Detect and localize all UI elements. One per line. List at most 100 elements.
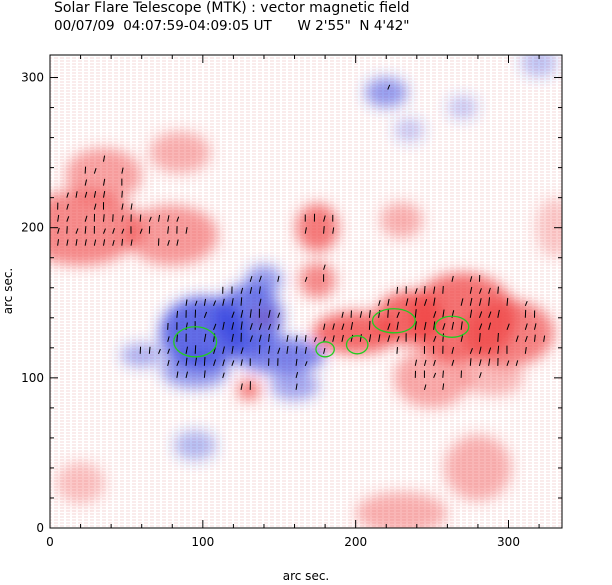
field-vector — [249, 309, 252, 318]
field-vector — [103, 228, 106, 234]
field-vector — [295, 358, 298, 366]
x-tick-label: 100 — [191, 535, 214, 549]
positive-field-region — [56, 461, 106, 504]
field-vector — [103, 190, 106, 198]
y-axis-label: arc sec. — [1, 268, 15, 314]
field-vector — [396, 347, 398, 354]
field-vector — [148, 216, 152, 222]
field-vector — [240, 359, 243, 366]
field-vector — [442, 370, 444, 378]
field-vector — [240, 383, 243, 390]
field-vector — [488, 297, 491, 306]
field-vector — [130, 239, 133, 246]
field-vector — [488, 311, 492, 318]
field-vector — [258, 334, 262, 342]
field-vector — [258, 323, 262, 330]
field-vector — [460, 321, 463, 330]
field-vector — [286, 346, 289, 354]
field-vector — [167, 359, 170, 366]
field-contour — [371, 308, 416, 334]
field-vector — [277, 312, 281, 318]
field-vector — [359, 334, 362, 342]
positive-field-region — [126, 205, 219, 266]
field-vector — [368, 334, 372, 342]
field-vector — [341, 311, 344, 318]
field-vector — [350, 322, 354, 330]
field-vector — [66, 203, 69, 210]
field-vector — [414, 309, 417, 318]
field-vector — [130, 203, 133, 210]
field-vector — [396, 321, 399, 330]
field-vector — [323, 226, 325, 234]
field-vector — [139, 228, 143, 234]
positive-field-region — [380, 202, 423, 239]
field-vector — [433, 311, 437, 318]
negative-field-region — [270, 370, 319, 401]
field-vector — [396, 286, 399, 294]
field-vector — [249, 286, 253, 294]
field-vector — [359, 311, 363, 318]
field-vector — [185, 357, 188, 366]
field-vector — [176, 310, 179, 318]
field-vector — [103, 239, 106, 246]
field-vector — [442, 323, 446, 330]
field-vector — [423, 321, 427, 330]
field-vector — [185, 346, 188, 354]
field-vector — [460, 298, 464, 306]
positive-field-region — [65, 148, 142, 203]
field-vector — [423, 359, 427, 366]
field-vector — [167, 348, 170, 354]
field-vector — [368, 320, 371, 330]
field-vector — [414, 288, 418, 294]
field-vector — [93, 191, 97, 198]
field-vector — [268, 345, 271, 354]
field-vector — [66, 239, 69, 246]
field-vector — [488, 347, 492, 354]
field-vector — [488, 287, 491, 294]
chart-title: Solar Flare Telescope (MTK) : vector mag… — [54, 0, 410, 16]
field-vector — [515, 335, 519, 342]
field-contour — [173, 326, 218, 358]
field-vector — [57, 239, 60, 246]
y-tick-label: 200 — [21, 221, 44, 235]
field-vector — [84, 179, 88, 186]
field-vector — [387, 335, 391, 342]
field-vector — [203, 311, 208, 318]
field-vector — [478, 372, 482, 378]
field-vector — [387, 308, 389, 318]
negative-field-region — [233, 337, 326, 374]
field-vector — [295, 346, 298, 354]
field-vector — [249, 323, 253, 330]
field-contour — [315, 341, 335, 358]
field-vector — [93, 203, 97, 210]
field-vector — [121, 167, 124, 174]
field-vector — [240, 310, 244, 318]
field-vector — [185, 227, 188, 234]
field-vector — [158, 214, 161, 222]
negative-field-region — [447, 95, 478, 120]
field-vector — [423, 333, 426, 342]
field-vector — [451, 321, 455, 330]
field-vector — [249, 276, 253, 282]
field-vector — [57, 227, 60, 234]
field-vector — [478, 323, 483, 330]
field-vector — [194, 357, 197, 366]
field-vector — [176, 239, 179, 246]
field-vector — [103, 178, 106, 186]
field-vector — [332, 323, 335, 330]
field-vector — [268, 309, 271, 318]
field-vector — [121, 203, 124, 210]
field-vector — [469, 348, 473, 354]
chart-subtitle: 00/07/09 04:07:59-04:09:05 UT W 2'55" N … — [54, 18, 410, 34]
field-vector — [121, 190, 123, 198]
field-vector — [423, 384, 427, 390]
field-vector — [304, 361, 308, 367]
field-vector — [323, 347, 326, 354]
field-vector — [295, 383, 298, 390]
x-tick-label: 200 — [344, 535, 367, 549]
field-vector — [304, 334, 307, 342]
x-tick-label: 300 — [497, 535, 520, 549]
field-vector — [121, 228, 125, 234]
field-vector — [203, 370, 206, 378]
negative-field-region — [364, 77, 408, 108]
